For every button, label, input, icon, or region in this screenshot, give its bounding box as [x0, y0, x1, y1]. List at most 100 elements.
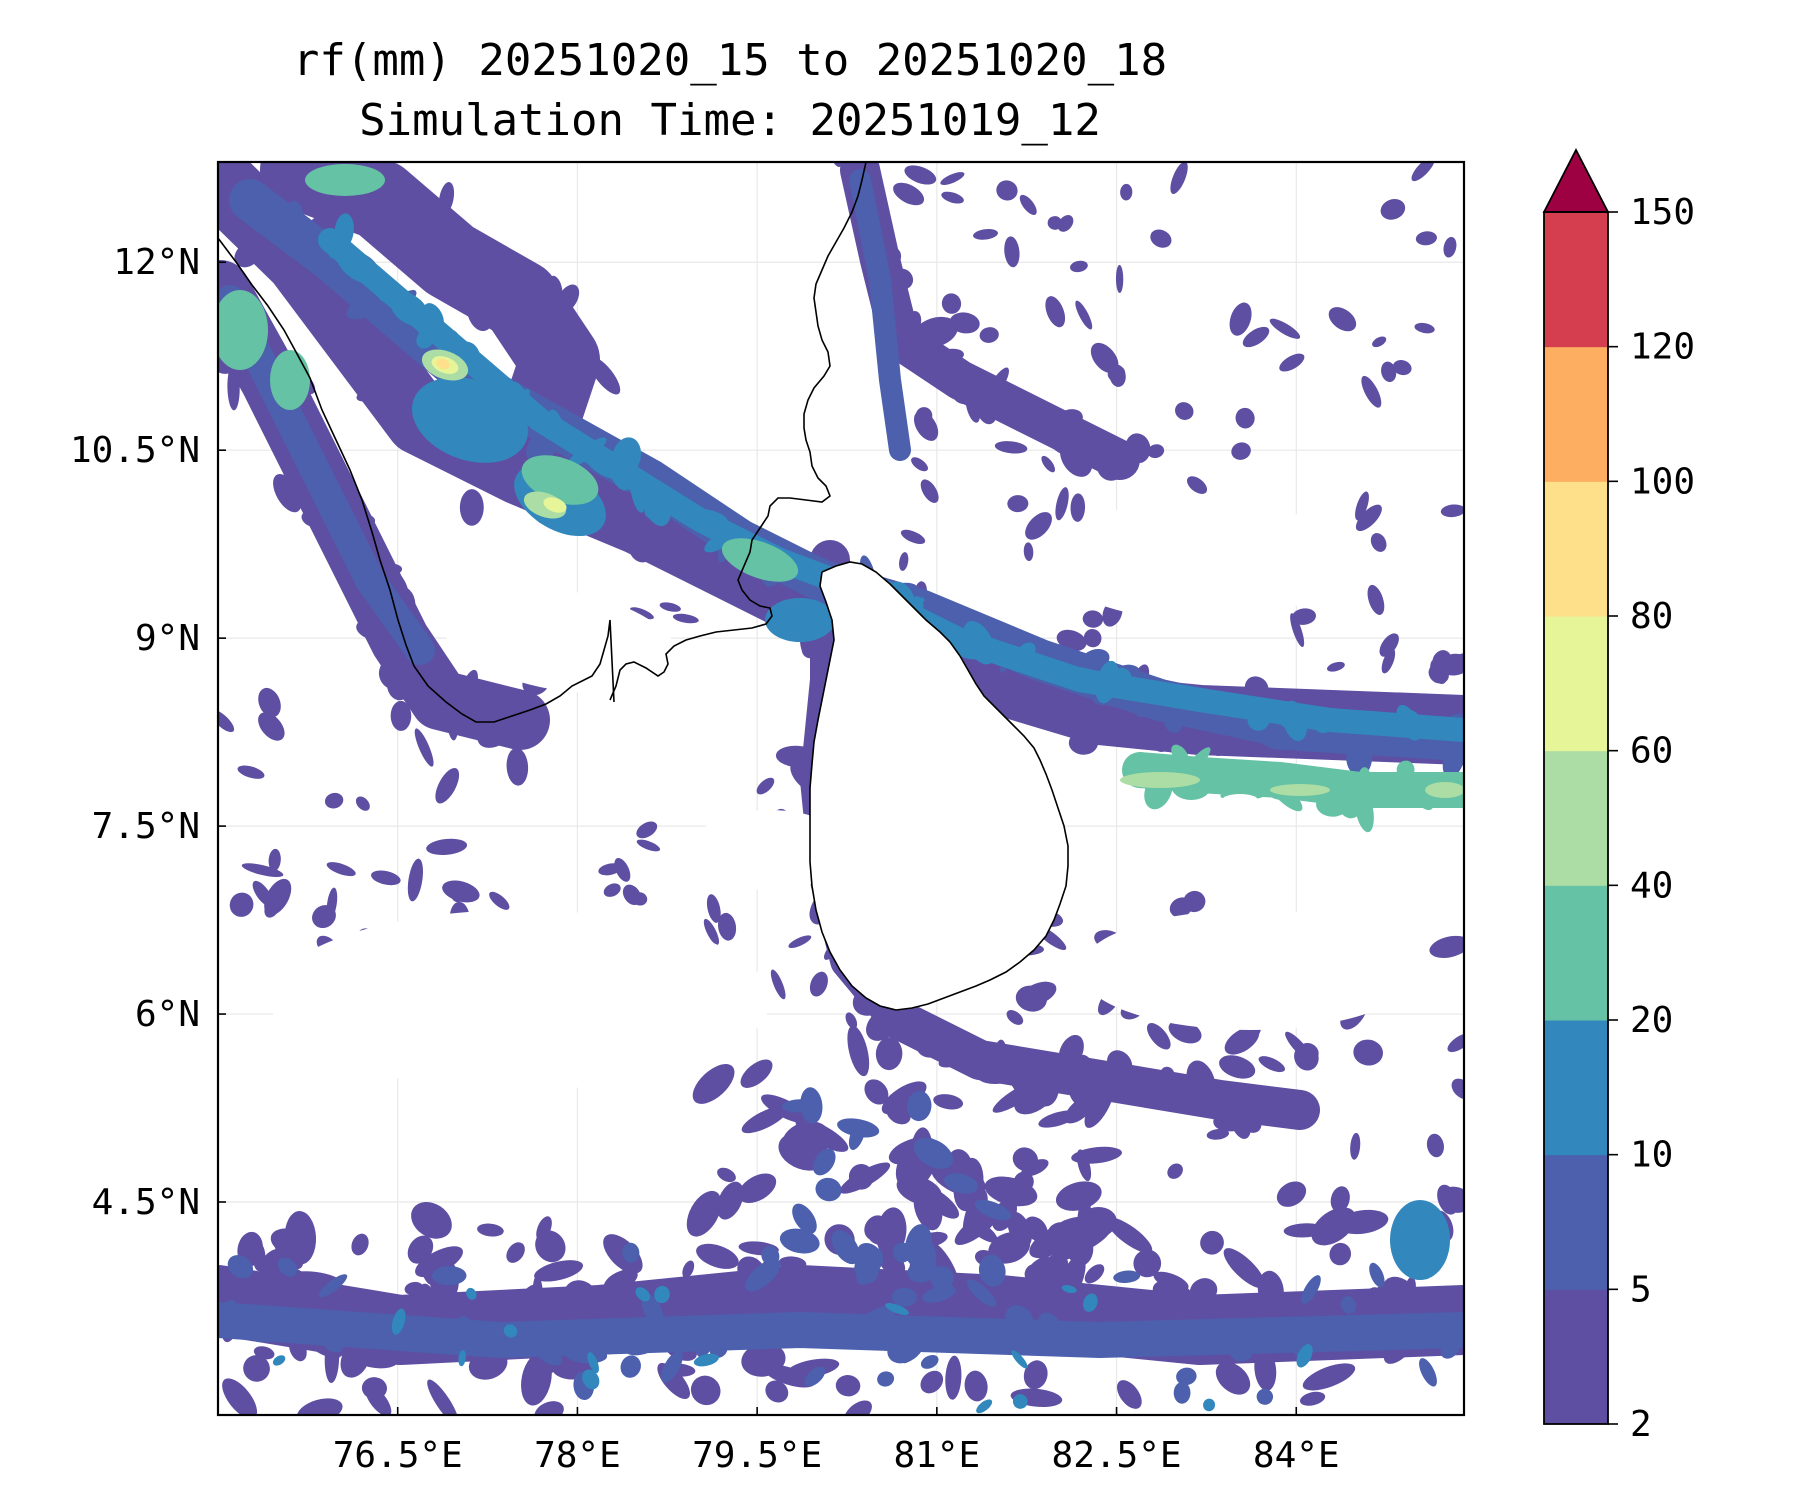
rain-blob-470 — [258, 687, 281, 718]
rain-blob-541 — [845, 1012, 858, 1029]
rain-blob-467 — [506, 747, 529, 786]
rain-blob-559 — [632, 892, 648, 906]
rain-blob-436 — [1170, 162, 1188, 195]
rain-blob-325 — [686, 1190, 722, 1237]
rain-blob-738 — [1065, 666, 1106, 684]
rain-blob-405 — [1056, 629, 1087, 652]
rain-blob-114 — [1059, 438, 1093, 477]
rain-blob-282 — [270, 1228, 312, 1256]
rain-blob-241 — [843, 1400, 872, 1415]
rain-blob-804 — [436, 358, 450, 370]
y-tick-label: 10.5°N — [70, 430, 200, 471]
rain-blob-8 — [311, 281, 325, 303]
rain-blob-286 — [516, 1284, 544, 1324]
rain-blob-290 — [493, 1304, 520, 1327]
rain-blob-687 — [891, 1287, 918, 1307]
rain-blob-465 — [489, 891, 510, 910]
rain-blob-235 — [1155, 1278, 1179, 1307]
rain-blob-384 — [996, 180, 1018, 201]
rain-blob-355 — [707, 1278, 742, 1305]
rain-blob-557 — [636, 821, 658, 839]
rain-blob-455 — [1448, 653, 1464, 673]
rain-blob-330 — [1084, 1264, 1105, 1284]
rain-blob-402 — [893, 182, 925, 206]
rain-blob-250 — [1329, 1242, 1352, 1266]
rain-blob-424 — [1231, 442, 1251, 460]
rain-blob-768 — [635, 1287, 651, 1302]
rain-blob-239 — [1117, 1380, 1142, 1409]
rain-blob-662 — [812, 1148, 836, 1176]
rain-blob-661 — [779, 1228, 820, 1254]
x-tick-label: 76.5°E — [333, 1435, 463, 1476]
rain-blob-72 — [498, 696, 531, 714]
rain-blob-554 — [703, 918, 720, 945]
rain-blob-418 — [1380, 199, 1406, 220]
rain-blob-564 — [770, 969, 786, 1000]
rain-blob-347 — [862, 1279, 890, 1301]
rain-blob-721 — [611, 469, 629, 491]
colorbar-label: 100 — [1630, 461, 1695, 502]
rain-blob-580 — [286, 221, 301, 255]
rain-blob-256 — [521, 1352, 552, 1406]
rain-blob-66 — [460, 669, 478, 704]
rain-blob-767 — [1061, 1285, 1077, 1294]
rain-blob-457 — [1041, 455, 1055, 473]
rain-blob-716 — [611, 437, 642, 476]
colorbar-extend-arrow — [1542, 148, 1610, 213]
rain-blob-793 — [218, 290, 268, 370]
rain-blob-367 — [1007, 1211, 1032, 1248]
colorbar-label: 80 — [1630, 596, 1673, 637]
rain-blob-1 — [234, 243, 260, 268]
rain-blob-784 — [1316, 792, 1349, 817]
rain-blob-692 — [696, 1334, 714, 1358]
rain-blob-524 — [1064, 1094, 1096, 1124]
rain-blob-638 — [887, 1330, 925, 1364]
rain-blob-179 — [296, 1398, 343, 1415]
rain-blob-680 — [804, 1366, 826, 1387]
colorbar-segment-7 — [1544, 346, 1608, 482]
rain-blob-24 — [629, 543, 650, 563]
rain-blob-204 — [765, 1380, 789, 1403]
rain-blob-685 — [432, 1266, 467, 1286]
rain-blob-473 — [446, 699, 459, 741]
rain-blob-545 — [809, 971, 828, 997]
rain-blob-576 — [898, 1013, 914, 1036]
rain-blob-412 — [1120, 183, 1133, 201]
rain-blob-244 — [1106, 1217, 1153, 1254]
rain-blob-672 — [620, 1355, 641, 1378]
sri-lanka-land — [810, 562, 1068, 1010]
x-tick-label: 78°E — [534, 1435, 621, 1476]
rain-blob-369 — [965, 390, 981, 423]
rain-blob-658 — [930, 1266, 954, 1291]
rain-blob-573 — [598, 863, 622, 876]
rain-blob-274 — [1215, 1361, 1251, 1395]
rain-blob-124 — [775, 745, 820, 768]
rain-blob-386 — [1082, 610, 1104, 628]
rain-blob-657 — [913, 1137, 954, 1169]
rain-blob-469 — [241, 863, 284, 878]
rain-blob-382 — [994, 441, 1028, 454]
rain-blob-742 — [1314, 713, 1339, 733]
rain-blob-745 — [1279, 705, 1297, 728]
colorbar-frame — [1543, 211, 1609, 1425]
colorbar-label: 2 — [1630, 1404, 1652, 1445]
rain-blob-323 — [886, 1103, 911, 1125]
rain-blob-223 — [1254, 1348, 1277, 1391]
rain-blob-786 — [1410, 779, 1434, 811]
rain-blob-757 — [976, 1399, 993, 1414]
rain-blob-752 — [765, 598, 835, 642]
rain-blob-548 — [630, 607, 654, 620]
rain-blob-634 — [564, 1346, 608, 1364]
rain-gap-807 — [270, 910, 770, 1090]
rain-blob-362 — [938, 1046, 978, 1068]
rain-blob-759 — [582, 1369, 600, 1390]
rain-blob-375 — [1004, 236, 1020, 268]
rain-blob-568 — [756, 777, 775, 795]
rain-blob-270 — [243, 1355, 270, 1382]
rain-blob-328 — [741, 1106, 788, 1134]
rain-blob-145 — [1134, 1069, 1164, 1098]
rain-blob-525 — [1012, 1147, 1039, 1172]
rain-blob-646 — [792, 1203, 817, 1234]
rain-blob-339 — [848, 1164, 874, 1190]
rain-blob-77 — [367, 185, 389, 215]
